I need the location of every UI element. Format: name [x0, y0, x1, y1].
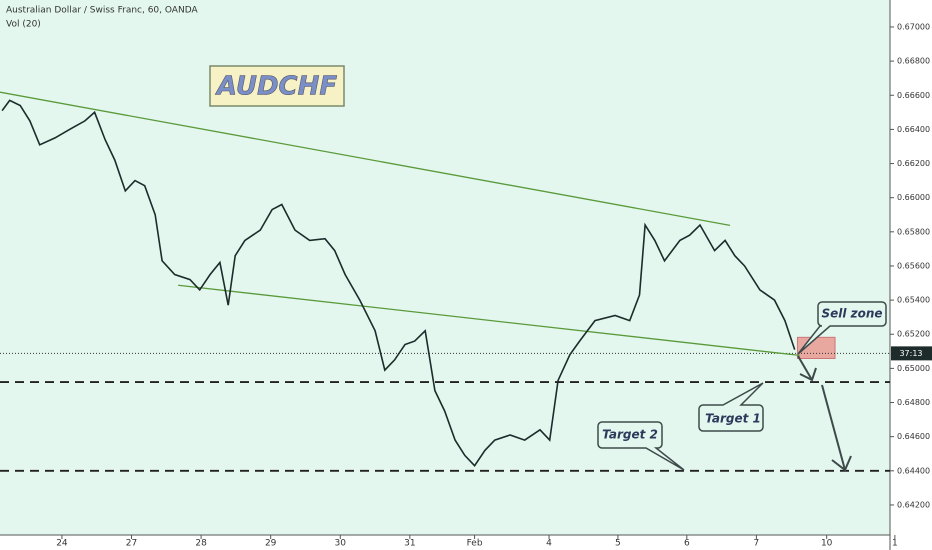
y-tick-label: 0.66000 [897, 193, 930, 202]
price-line [1, 99, 796, 467]
x-tick-label: 10 [821, 539, 833, 549]
x-tick-label: 4 [546, 539, 552, 549]
y-tick-label: 0.65000 [897, 364, 930, 373]
x-tick-label: 1 [892, 539, 898, 549]
volume-label: Vol (20) [6, 20, 41, 30]
x-tick-label: 24 [56, 539, 68, 549]
callout-sell: Sell zone [797, 301, 887, 355]
callout-text: Target 1 [705, 412, 761, 426]
y-tick-label: 0.65600 [897, 261, 930, 270]
callout-t2: Target 2 [597, 421, 685, 471]
x-tick-label: 5 [615, 539, 621, 549]
time-axis-bg [0, 535, 890, 550]
x-tick-label: Feb [467, 539, 483, 549]
countdown: 37:13 [899, 349, 922, 358]
y-tick-label: 0.67000 [897, 22, 930, 31]
x-tick-label: 29 [265, 539, 277, 549]
y-tick-label: 0.64400 [897, 466, 930, 475]
y-tick-label: 0.64600 [897, 432, 930, 441]
y-tick-label: 0.65800 [897, 227, 930, 236]
x-tick-label: 27 [126, 539, 137, 549]
y-tick-label: 0.66600 [897, 91, 930, 100]
y-tick-label: 0.66200 [897, 159, 930, 168]
callout-text: Target 2 [602, 428, 658, 442]
x-tick-label: 7 [754, 539, 760, 549]
y-tick-label: 0.65400 [897, 296, 930, 305]
trendline [0, 91, 731, 226]
trendline [178, 284, 800, 357]
chart-title: Australian Dollar / Swiss Franc, 60, OAN… [6, 6, 198, 16]
y-tick-label: 0.66800 [897, 57, 930, 66]
last-price-box [891, 346, 932, 361]
callout-t1: Target 1 [698, 382, 764, 432]
y-tick-label: 0.64200 [897, 500, 930, 509]
x-tick-label: 30 [335, 539, 347, 549]
x-tick-label: 28 [195, 539, 207, 549]
price-axis-bg [890, 0, 932, 550]
arrows [797, 355, 852, 472]
y-tick-label: 0.65200 [897, 330, 930, 339]
x-tick-label: 31 [404, 539, 415, 549]
badge-box [209, 65, 345, 107]
plot-bg [0, 0, 890, 535]
callout-text: Sell zone [821, 307, 882, 321]
marks [0, 91, 890, 472]
y-tick-label: 0.66400 [897, 125, 930, 134]
y-tick-label: 0.64800 [897, 398, 930, 407]
x-tick-label: 6 [684, 539, 690, 549]
badge: AUDCHF [215, 72, 337, 102]
